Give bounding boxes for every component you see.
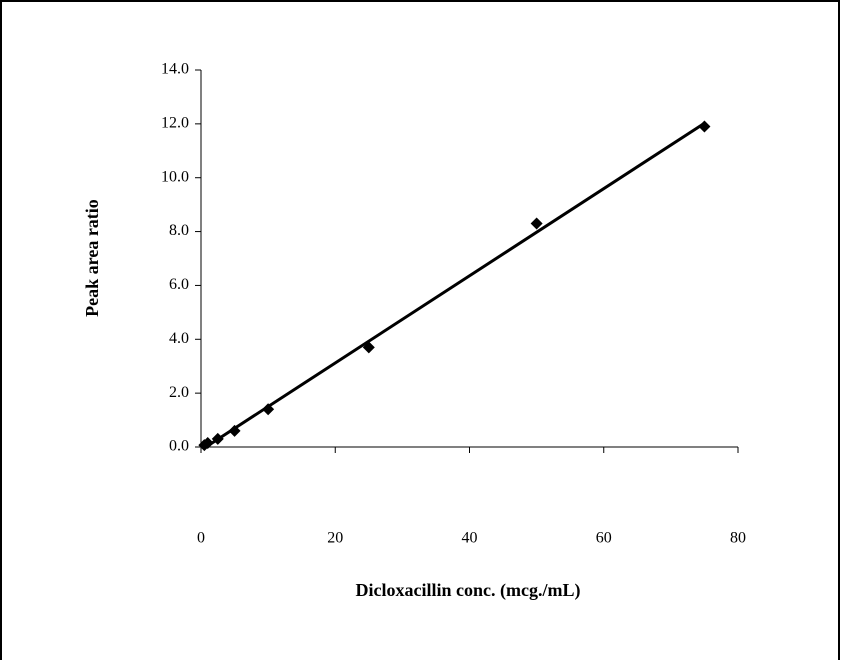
data-point bbox=[698, 121, 710, 133]
y-tick-label: 0.0 bbox=[169, 438, 189, 455]
y-tick-label: 10.0 bbox=[161, 168, 189, 185]
y-tick-label: 12.0 bbox=[161, 115, 189, 132]
chart: Peak area ratio Dicloxacillin conc. (mcg… bbox=[0, 0, 841, 660]
x-tick-label: 80 bbox=[730, 530, 746, 547]
y-tick-label: 2.0 bbox=[169, 384, 189, 401]
x-tick-label: 0 bbox=[197, 530, 205, 547]
y-tick-label: 8.0 bbox=[169, 222, 189, 239]
x-tick-label: 40 bbox=[462, 530, 478, 547]
y-tick-label: 6.0 bbox=[169, 276, 189, 293]
y-axis-title: Peak area ratio bbox=[82, 199, 102, 317]
trendline bbox=[204, 123, 704, 448]
x-axis-title: Dicloxacillin conc. (mcg./mL) bbox=[356, 580, 581, 601]
x-tick-label: 60 bbox=[596, 530, 612, 547]
x-tick-label: 20 bbox=[327, 530, 343, 547]
y-tick-label: 4.0 bbox=[169, 330, 189, 347]
data-point bbox=[531, 217, 543, 229]
frame bbox=[1, 1, 839, 660]
y-tick-label: 14.0 bbox=[161, 61, 189, 78]
